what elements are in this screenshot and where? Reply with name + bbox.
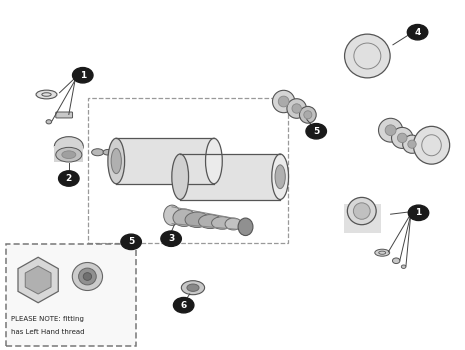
Ellipse shape bbox=[108, 138, 125, 184]
Ellipse shape bbox=[103, 149, 113, 155]
Ellipse shape bbox=[345, 34, 390, 78]
Ellipse shape bbox=[36, 90, 57, 99]
Ellipse shape bbox=[56, 147, 82, 162]
Ellipse shape bbox=[287, 99, 306, 118]
Ellipse shape bbox=[225, 218, 242, 230]
Bar bbox=[344, 204, 381, 233]
Ellipse shape bbox=[113, 150, 121, 154]
Ellipse shape bbox=[164, 205, 180, 225]
Text: 5: 5 bbox=[313, 127, 319, 136]
Ellipse shape bbox=[275, 165, 285, 189]
Text: has Left Hand thread: has Left Hand thread bbox=[11, 329, 85, 335]
Circle shape bbox=[173, 298, 194, 313]
Ellipse shape bbox=[79, 268, 96, 285]
FancyBboxPatch shape bbox=[56, 112, 73, 118]
Circle shape bbox=[306, 124, 326, 139]
Ellipse shape bbox=[272, 154, 288, 199]
Bar bbox=[180, 154, 280, 199]
Bar bbox=[54, 146, 83, 162]
Ellipse shape bbox=[413, 126, 450, 164]
Text: 2: 2 bbox=[66, 174, 72, 183]
Ellipse shape bbox=[185, 212, 209, 228]
Ellipse shape bbox=[403, 135, 421, 153]
Text: 6: 6 bbox=[180, 301, 187, 310]
Ellipse shape bbox=[62, 151, 76, 159]
Ellipse shape bbox=[199, 215, 222, 229]
Ellipse shape bbox=[375, 249, 390, 256]
Ellipse shape bbox=[173, 209, 195, 226]
Ellipse shape bbox=[304, 111, 312, 119]
Ellipse shape bbox=[353, 203, 370, 219]
Text: PLEASE NOTE: fitting: PLEASE NOTE: fitting bbox=[11, 316, 84, 322]
FancyBboxPatch shape bbox=[6, 244, 136, 346]
Ellipse shape bbox=[212, 217, 233, 229]
Circle shape bbox=[408, 205, 429, 220]
Text: 1: 1 bbox=[415, 208, 422, 217]
Ellipse shape bbox=[83, 273, 92, 280]
Ellipse shape bbox=[238, 218, 253, 236]
Bar bbox=[116, 138, 214, 184]
Circle shape bbox=[161, 231, 181, 246]
Ellipse shape bbox=[172, 154, 189, 199]
Ellipse shape bbox=[379, 118, 403, 142]
Polygon shape bbox=[18, 257, 58, 303]
Ellipse shape bbox=[111, 148, 121, 174]
Ellipse shape bbox=[206, 138, 222, 184]
Text: 1: 1 bbox=[80, 71, 86, 80]
Text: 5: 5 bbox=[128, 237, 134, 246]
Circle shape bbox=[73, 68, 93, 83]
Circle shape bbox=[121, 234, 141, 250]
Polygon shape bbox=[25, 266, 51, 294]
Circle shape bbox=[59, 171, 79, 186]
Circle shape bbox=[401, 265, 406, 268]
Ellipse shape bbox=[187, 284, 199, 291]
Ellipse shape bbox=[392, 127, 413, 148]
Ellipse shape bbox=[272, 90, 295, 113]
Ellipse shape bbox=[54, 136, 83, 156]
Ellipse shape bbox=[181, 281, 205, 295]
Circle shape bbox=[46, 120, 52, 124]
Ellipse shape bbox=[292, 104, 301, 113]
Circle shape bbox=[392, 258, 400, 264]
Text: 3: 3 bbox=[168, 234, 174, 243]
Text: 4: 4 bbox=[414, 28, 421, 37]
Ellipse shape bbox=[398, 133, 407, 143]
Ellipse shape bbox=[73, 262, 102, 290]
Circle shape bbox=[407, 25, 428, 40]
Ellipse shape bbox=[92, 149, 104, 156]
Ellipse shape bbox=[278, 96, 289, 107]
Ellipse shape bbox=[408, 140, 416, 148]
Ellipse shape bbox=[299, 106, 316, 123]
Ellipse shape bbox=[385, 125, 396, 135]
Ellipse shape bbox=[347, 197, 376, 225]
